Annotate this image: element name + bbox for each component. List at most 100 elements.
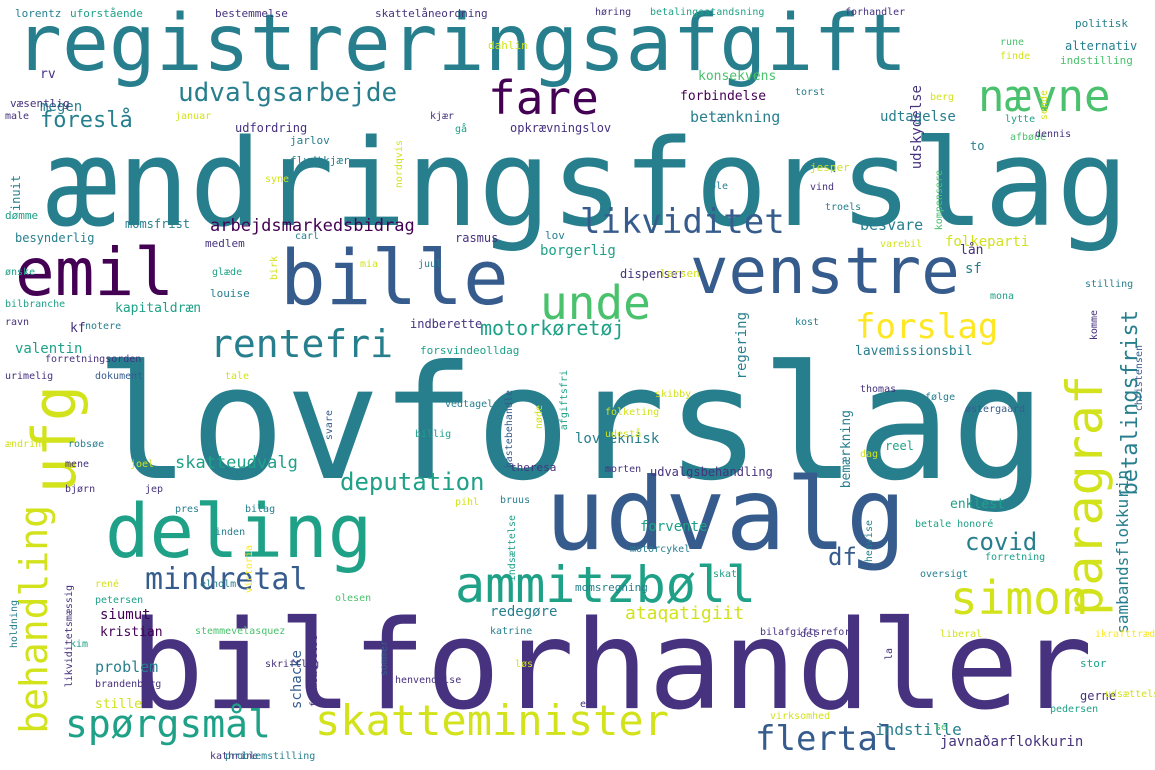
- cloud-word: betale honoré: [915, 519, 994, 530]
- cloud-word: bille: [280, 233, 509, 322]
- cloud-word: nøde: [534, 405, 545, 430]
- cloud-word: besvare: [860, 216, 924, 234]
- cloud-word: motorkøretøj: [480, 316, 625, 340]
- cloud-word: konsekvens: [698, 69, 777, 84]
- cloud-word: mene: [65, 459, 90, 470]
- cloud-word: vind: [810, 182, 835, 193]
- cloud-word: pihl: [455, 497, 480, 508]
- cloud-word: forhandler: [845, 7, 906, 18]
- cloud-word: unde: [540, 276, 651, 330]
- cloud-word: skattelåneordning: [375, 7, 488, 20]
- cloud-word: stor: [1080, 657, 1107, 670]
- cloud-word: ataqatigiit: [625, 603, 745, 624]
- cloud-word: kim: [70, 639, 89, 650]
- cloud-word: ændring: [5, 439, 48, 450]
- cloud-word: skibby: [655, 389, 692, 400]
- cloud-word: morten: [605, 464, 642, 475]
- cloud-word: kost: [795, 317, 820, 328]
- cloud-word: gerne: [1080, 689, 1117, 703]
- cloud-word: lovteknisk: [575, 431, 660, 447]
- cloud-word: mindretal: [145, 562, 308, 597]
- cloud-word: udvalgsbehandling: [650, 465, 773, 479]
- cloud-word: deling: [105, 489, 373, 575]
- cloud-word: udtagelse: [880, 109, 956, 125]
- cloud-word: urimelig: [5, 371, 54, 382]
- cloud-word: rasmus: [455, 231, 499, 245]
- cloud-word: rune: [1000, 37, 1025, 48]
- cloud-word: flertal: [755, 719, 899, 759]
- cloud-word: notere: [85, 321, 122, 332]
- cloud-word: holdning: [9, 600, 20, 649]
- cloud-word: bjørn: [65, 484, 96, 495]
- cloud-word: forretningsorden: [45, 354, 142, 365]
- cloud-word: kapitaldræn: [115, 301, 202, 316]
- cloud-word: kompensere: [934, 170, 945, 231]
- cloud-word: varebil: [880, 239, 923, 250]
- cloud-word: alternativ: [1065, 39, 1138, 53]
- cloud-word: elholm: [200, 579, 237, 590]
- cloud-word: likviditetsmæssig: [64, 585, 75, 688]
- cloud-word: sommer: [379, 640, 390, 677]
- cloud-word: opkrævningslov: [510, 121, 612, 135]
- cloud-word: ravn: [5, 317, 30, 328]
- cloud-word: betalingsstandsning: [650, 7, 765, 18]
- cloud-word: dømme: [5, 209, 39, 222]
- cloud-word: væsentlig: [10, 97, 70, 110]
- cloud-word: se: [935, 722, 948, 733]
- cloud-word: afbøde: [1010, 132, 1047, 143]
- cloud-word: bilbranche: [5, 299, 66, 310]
- cloud-word: udvalgsarbejde: [178, 78, 398, 108]
- cloud-word: juul: [418, 259, 443, 270]
- cloud-word: joel: [130, 459, 155, 470]
- cloud-word: betænkning: [690, 108, 781, 126]
- cloud-word: lov: [545, 229, 565, 242]
- cloud-word: besynderlig: [15, 231, 95, 245]
- cloud-word: bestemmelse: [215, 7, 288, 20]
- cloud-word: pres: [175, 504, 200, 515]
- cloud-word: foreslå: [40, 108, 133, 133]
- cloud-word: virksomhed: [770, 711, 831, 722]
- cloud-word: momsfrist: [125, 217, 191, 231]
- cloud-word: fremsættelse: [309, 635, 320, 708]
- cloud-word: finde: [1000, 51, 1031, 62]
- cloud-word: momsregning: [575, 581, 648, 594]
- cloud-word: jesper: [810, 161, 850, 174]
- cloud-word: udsættelse: [1105, 689, 1155, 700]
- cloud-word: inuit: [9, 175, 23, 212]
- cloud-word: sambandsflokkurin: [1113, 470, 1132, 634]
- cloud-word: udfordring: [235, 121, 308, 135]
- cloud-word: lavemissionsbil: [855, 344, 973, 359]
- cloud-word: dennis: [1035, 129, 1072, 140]
- cloud-word: folketing: [605, 407, 660, 418]
- cloud-word: hastebehandle: [504, 390, 515, 469]
- cloud-word: løs: [515, 659, 534, 670]
- cloud-word: skriftlig: [265, 659, 320, 670]
- cloud-word: udskydelse: [909, 85, 925, 170]
- cloud-word: emil: [15, 234, 174, 311]
- cloud-word: kristian: [100, 625, 163, 640]
- cloud-word: kf: [70, 321, 86, 336]
- cloud-word: petersen: [95, 595, 144, 606]
- cloud-word: theresa: [510, 461, 557, 474]
- cloud-word: bilafgiftsreform: [760, 627, 857, 638]
- cloud-word: stille: [95, 697, 142, 712]
- cloud-word: ikrafttrædelse: [1095, 629, 1155, 640]
- cloud-word: simon: [950, 571, 1089, 625]
- cloud-word: deputation: [340, 468, 485, 496]
- cloud-word: troels: [825, 202, 862, 213]
- cloud-word: udvalg: [545, 456, 907, 573]
- cloud-word: medlem: [205, 237, 245, 250]
- cloud-word: nævne: [978, 71, 1111, 122]
- cloud-word: gå: [455, 124, 468, 135]
- cloud-word: komme: [1089, 310, 1100, 341]
- cloud-word: kjær: [430, 111, 455, 122]
- cloud-word: politisk: [1075, 17, 1128, 30]
- cloud-word: problemstilling: [225, 751, 316, 762]
- cloud-word: la: [884, 648, 895, 661]
- cloud-word: bemærkning: [839, 410, 854, 489]
- cloud-word: borgerlig: [540, 243, 616, 259]
- cloud-word: christensen: [1134, 345, 1145, 412]
- cloud-word: ønske: [5, 267, 36, 278]
- cloud-word: male: [5, 111, 30, 122]
